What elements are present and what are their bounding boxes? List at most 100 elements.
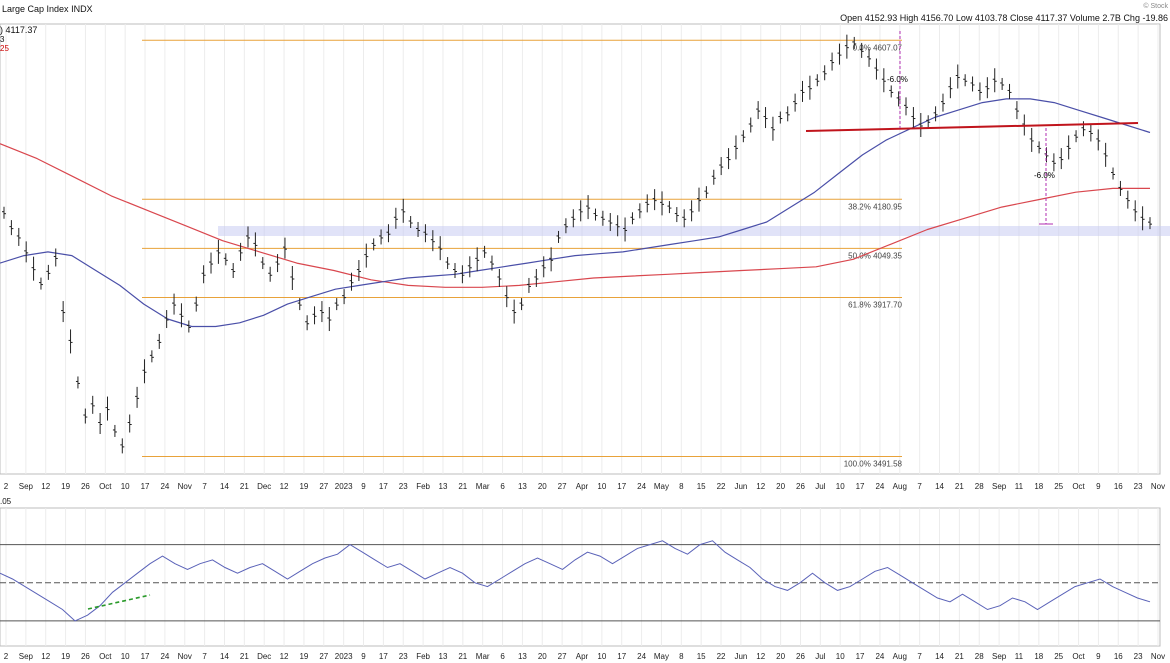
x-tick-label: 22: [717, 482, 726, 491]
drawdown-label-2: -6.0%: [1034, 171, 1055, 180]
x-tick-label: 14: [220, 482, 229, 491]
ma-short-line: [0, 98, 1151, 328]
x-tick-label: 11: [1015, 482, 1024, 491]
x-tick-label: 21: [955, 652, 964, 661]
x-tick-label: Nov: [1151, 652, 1165, 661]
x-tick-label: 12: [280, 652, 289, 661]
indicator-label: .05: [0, 497, 12, 506]
x-tick-label: 24: [637, 482, 646, 491]
x-axis-ticks-lower: 2 Sep 12 19 26 Oct 10 17 24 Nov 7 14 21 Dec 12 19 27 2023…: [4, 652, 1165, 661]
x-tick-label: 25: [1054, 652, 1063, 661]
x-tick-label: 7: [202, 482, 207, 491]
x-tick-label: 10: [836, 652, 845, 661]
x-tick-label: Mar: [476, 652, 490, 661]
x-tick-label: 26: [796, 482, 805, 491]
price-bars: [2, 34, 1152, 454]
chg-label: Chg: [1123, 13, 1140, 23]
x-tick-label: 6: [500, 482, 505, 491]
x-tick-label: 24: [875, 652, 884, 661]
x-tick-label: 21: [240, 482, 249, 491]
x-tick-label: Jun: [734, 482, 747, 491]
x-tick-label: 10: [597, 652, 606, 661]
x-tick-label: 26: [796, 652, 805, 661]
x-tick-label: Aug: [893, 652, 907, 661]
x-tick-label: 17: [617, 482, 626, 491]
close-value: 4117.37: [1035, 13, 1068, 23]
divergence-line: [87, 594, 151, 610]
x-tick-label: 9: [361, 482, 366, 491]
x-tick-label: Nov: [1151, 482, 1165, 491]
x-tick-label: 23: [399, 482, 408, 491]
x-tick-label: 7: [917, 652, 922, 661]
x-tick-label: May: [654, 482, 669, 491]
x-tick-label: 27: [558, 652, 567, 661]
x-tick-label: 26: [81, 652, 90, 661]
x-tick-label: 24: [160, 652, 169, 661]
rsi-line: [0, 540, 1151, 622]
close-label: Close: [1009, 13, 1033, 23]
x-tick-label: 11: [1015, 652, 1024, 661]
support-zone: [218, 226, 1170, 236]
chg-value: -19.86: [1142, 13, 1168, 23]
x-tick-label: 24: [875, 482, 884, 491]
x-tick-label: 17: [141, 482, 150, 491]
x-tick-label: 7: [917, 482, 922, 491]
ohlc-readout: Open 4152.93 High 4156.70 Low 4103.78 Cl…: [840, 13, 1168, 23]
x-tick-label: Sep: [992, 482, 1007, 491]
index-title: Large Cap Index: [2, 4, 69, 14]
low-value: 4103.78: [974, 13, 1008, 23]
x-tick-label: 17: [379, 652, 388, 661]
x-tick-label: Jun: [734, 652, 747, 661]
x-tick-label: 17: [617, 652, 626, 661]
legend-small-1: 3: [0, 35, 5, 44]
x-tick-label: 13: [518, 482, 527, 491]
x-tick-label: 13: [439, 482, 448, 491]
chart-title: Large Cap Index INDX: [2, 4, 93, 14]
x-tick-label: Nov: [178, 482, 192, 491]
x-tick-label: Oct: [1072, 652, 1085, 661]
x-tick-label: 12: [756, 652, 765, 661]
x-tick-label: 14: [220, 652, 229, 661]
x-tick-label: 9: [1096, 652, 1101, 661]
rsi-panel-content: [0, 540, 1160, 622]
x-tick-label: 2023: [335, 482, 353, 491]
x-tick-label: 7: [202, 652, 207, 661]
x-tick-label: 28: [975, 482, 984, 491]
x-tick-label: Oct: [99, 482, 112, 491]
drawdown-label-1: -6.0%: [887, 75, 908, 84]
low-label: Low: [955, 13, 973, 23]
neckline: [805, 122, 1139, 132]
x-tick-label: 14: [935, 482, 944, 491]
x-tick-label: 21: [458, 482, 467, 491]
fib-level-label: 0.0% 4607.07: [853, 43, 903, 52]
grid: [5, 24, 1159, 646]
x-tick-label: Nov: [178, 652, 192, 661]
x-tick-label: 22: [717, 652, 726, 661]
legend-small-2: 25: [0, 44, 9, 53]
x-tick-label: 6: [500, 652, 505, 661]
x-tick-label: 12: [756, 482, 765, 491]
ma-long-path: [0, 143, 1150, 288]
x-tick-label: 15: [697, 482, 706, 491]
x-tick-label: Mar: [476, 482, 490, 491]
price-panel: [0, 23, 1161, 475]
open-label: Open: [840, 13, 863, 23]
x-tick-label: 17: [856, 482, 865, 491]
drawdown-annotations: -6.0% -6.0%: [887, 31, 1055, 225]
x-tick-label: 16: [1114, 482, 1123, 491]
x-tick-label: 23: [399, 652, 408, 661]
x-tick-label: 17: [379, 482, 388, 491]
exchange-label: INDX: [71, 4, 93, 14]
x-tick-label: Feb: [416, 482, 430, 491]
fibonacci-levels: 0.0% 4607.07 38.2% 4180.95 50.0% 4049.35 61…: [142, 39, 903, 468]
x-tick-label: 16: [1114, 652, 1123, 661]
volume-label: Volume: [1069, 13, 1100, 23]
x-tick-label: 26: [81, 482, 90, 491]
x-tick-label: 10: [597, 482, 606, 491]
x-tick-label: Sep: [19, 482, 34, 491]
x-tick-label: 18: [1034, 652, 1043, 661]
x-tick-label: 21: [458, 652, 467, 661]
x-tick-label: 20: [538, 482, 547, 491]
x-tick-label: 17: [856, 652, 865, 661]
x-tick-label: 28: [975, 652, 984, 661]
